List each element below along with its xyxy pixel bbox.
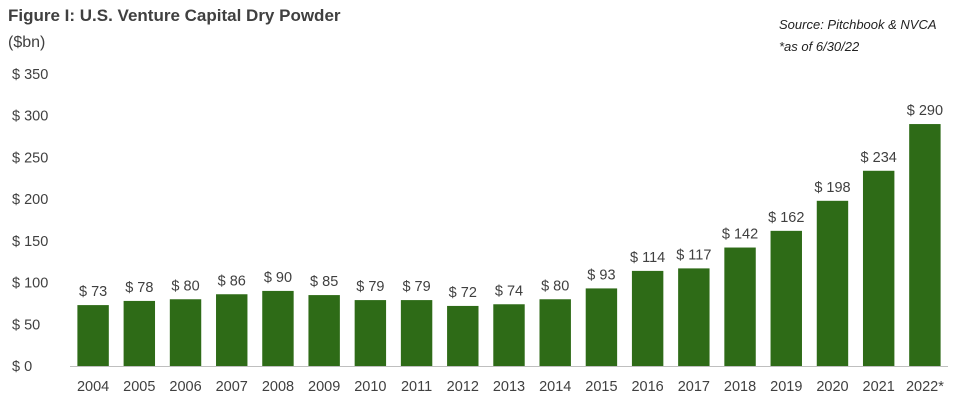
x-tick-label: 2022* bbox=[906, 379, 944, 395]
data-label: $ 114 bbox=[630, 250, 665, 266]
data-label: $ 86 bbox=[218, 273, 246, 289]
y-tick-label: $ 50 bbox=[12, 317, 40, 333]
bar bbox=[770, 230, 802, 366]
data-label: $ 72 bbox=[449, 285, 477, 301]
y-tick-label: $ 300 bbox=[12, 109, 48, 125]
x-tick-label: 2021 bbox=[863, 379, 895, 395]
x-tick-label: 2006 bbox=[169, 379, 201, 395]
bar bbox=[909, 124, 941, 366]
bar bbox=[493, 304, 525, 366]
x-axis-ticks: 2004 2005 2006 2007 2008 2009 2010 2011 2012 2013… bbox=[77, 379, 944, 395]
bar bbox=[354, 300, 387, 366]
x-tick-label: 2013 bbox=[493, 379, 525, 395]
data-label: $ 80 bbox=[171, 278, 199, 294]
data-label: $ 142 bbox=[722, 227, 758, 243]
x-tick-label: 2005 bbox=[123, 379, 155, 395]
x-tick-label: 2012 bbox=[447, 379, 479, 395]
bars bbox=[77, 124, 941, 366]
bar bbox=[539, 299, 571, 366]
data-labels: $ 73 $ 78 $ 80 $ 86 $ 90 $ 85 $ 79 $ 79 $ 72 $ 74… bbox=[79, 103, 943, 301]
data-label: $ 117 bbox=[676, 247, 711, 263]
bar bbox=[308, 295, 340, 366]
bar bbox=[447, 305, 479, 366]
y-tick-label: $ 150 bbox=[12, 234, 48, 250]
as-of-note: *as of 6/30/22 bbox=[779, 39, 860, 54]
x-tick-label: 2015 bbox=[585, 379, 617, 395]
x-tick-label: 2016 bbox=[631, 379, 663, 395]
x-tick-label: 2019 bbox=[770, 379, 802, 395]
data-label: $ 162 bbox=[768, 210, 804, 226]
data-label: $ 74 bbox=[495, 283, 523, 299]
y-tick-label: $ 0 bbox=[12, 359, 32, 375]
source-text: Source: Pitchbook & NVCA bbox=[779, 17, 937, 32]
data-label: $ 90 bbox=[264, 270, 292, 286]
y-axis-unit-label: ($bn) bbox=[8, 34, 46, 51]
data-label: $ 198 bbox=[814, 180, 850, 196]
x-tick-label: 2011 bbox=[401, 379, 432, 395]
x-tick-label: 2004 bbox=[77, 379, 109, 395]
x-tick-label: 2018 bbox=[724, 379, 756, 395]
bar bbox=[631, 270, 664, 366]
x-tick-label: 2008 bbox=[262, 379, 294, 395]
bar bbox=[77, 305, 109, 366]
x-tick-label: 2007 bbox=[216, 379, 248, 395]
bar bbox=[585, 288, 618, 366]
data-label: $ 73 bbox=[79, 284, 107, 300]
data-label: $ 79 bbox=[356, 279, 384, 295]
data-label: $ 80 bbox=[541, 278, 569, 294]
data-label: $ 93 bbox=[587, 267, 615, 283]
y-tick-label: $ 200 bbox=[12, 192, 48, 208]
x-tick-label: 2009 bbox=[308, 379, 340, 395]
x-tick-label: 2014 bbox=[539, 379, 571, 395]
data-label: $ 290 bbox=[907, 103, 943, 119]
bar bbox=[862, 170, 895, 366]
y-axis-ticks: $ 0 $ 50 $ 100 $ 150 $ 200 $ 250 $ 300 $ 350 bbox=[12, 67, 48, 375]
bar bbox=[400, 300, 433, 366]
bar bbox=[262, 290, 294, 366]
x-tick-label: 2010 bbox=[354, 379, 386, 395]
source-note: Source: Pitchbook & NVCA *as of 6/30/22 bbox=[779, 14, 937, 58]
bar bbox=[724, 247, 756, 366]
bar bbox=[123, 300, 156, 366]
bar bbox=[216, 294, 248, 366]
data-label: $ 79 bbox=[402, 279, 430, 295]
bar bbox=[169, 299, 202, 366]
x-tick-label: 2017 bbox=[678, 379, 710, 395]
data-label: $ 85 bbox=[310, 274, 338, 290]
y-tick-label: $ 100 bbox=[12, 276, 48, 292]
x-tick-label: 2020 bbox=[816, 379, 848, 395]
chart-title: Figure I: U.S. Venture Capital Dry Powde… bbox=[8, 6, 341, 25]
data-label: $ 78 bbox=[125, 280, 153, 296]
y-tick-label: $ 350 bbox=[12, 67, 48, 83]
y-tick-label: $ 250 bbox=[12, 150, 48, 166]
bar bbox=[816, 200, 849, 366]
data-label: $ 234 bbox=[861, 150, 897, 166]
bar bbox=[678, 268, 710, 366]
